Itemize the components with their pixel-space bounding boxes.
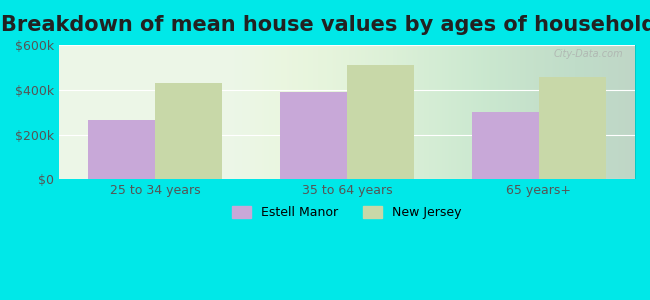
Bar [472, 112, 539, 179]
Bar [280, 92, 347, 179]
Text: City-Data.com: City-Data.com [554, 49, 623, 59]
Bar [347, 65, 414, 179]
Bar [88, 120, 155, 179]
Bar [539, 77, 606, 179]
Title: Breakdown of mean house values by ages of householders: Breakdown of mean house values by ages o… [1, 15, 650, 35]
Bar [155, 83, 222, 179]
Legend: Estell Manor, New Jersey: Estell Manor, New Jersey [227, 201, 467, 224]
